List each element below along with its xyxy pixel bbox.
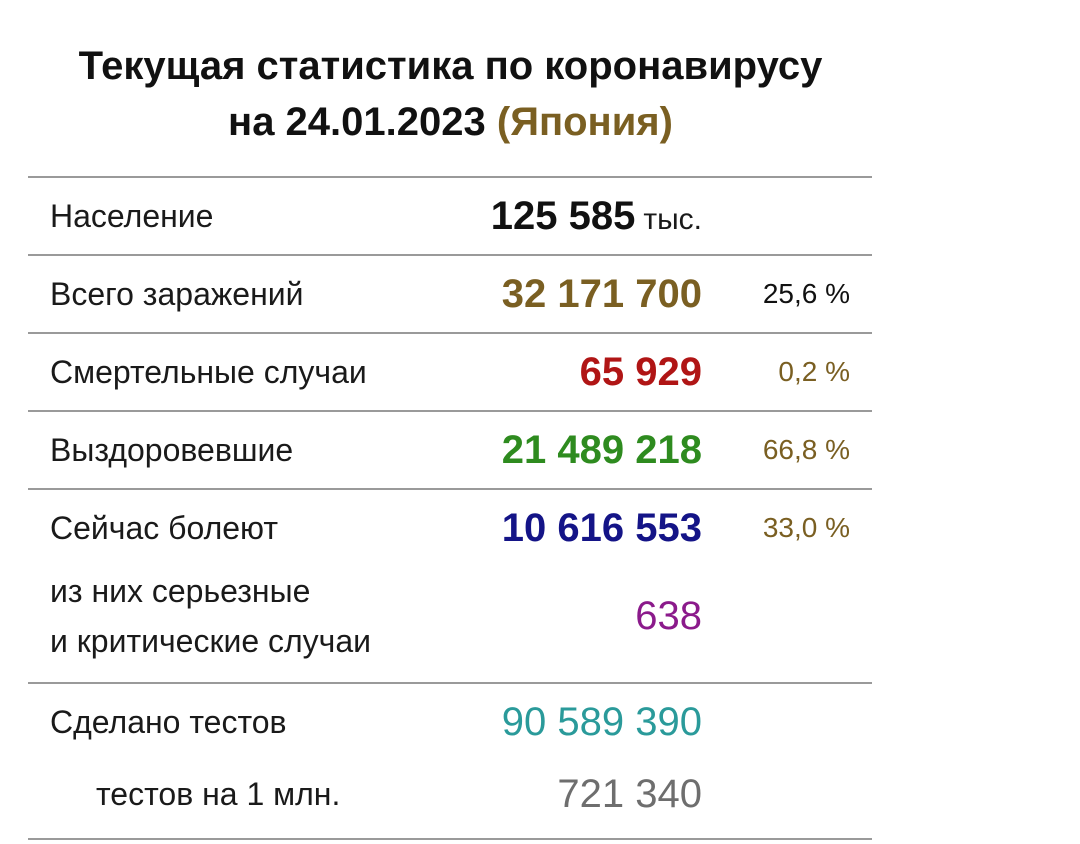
row-tests: Сделано тестов 90 589 390 — [28, 682, 872, 760]
total-cases-label: Всего заражений — [50, 276, 304, 312]
tests-value: 90 589 390 — [501, 700, 702, 744]
critical-label-line-1: из них серьезные — [50, 573, 311, 609]
population-label: Население — [50, 198, 214, 234]
row-total-cases: Всего заражений 32 171 700 25,6 % — [28, 254, 872, 332]
title-line-1: Текущая статистика по коронавирусу — [78, 44, 823, 88]
row-recovered: Выздоровевшие 21 489 218 66,8 % — [28, 410, 872, 488]
tests-per-million-value: 721 340 — [557, 772, 702, 816]
active-value: 10 616 553 — [501, 506, 702, 550]
row-population: Население 125 585 тыс. — [28, 176, 872, 254]
page-title: Текущая статистика по коронавирусу на 24… — [28, 38, 873, 150]
population-number: 125 585 — [490, 194, 636, 238]
total-cases-value: 32 171 700 — [501, 272, 702, 316]
recovered-percent: 66,8 % — [762, 434, 850, 465]
deaths-percent: 0,2 % — [778, 356, 850, 387]
critical-label: из них серьезные и критические случаи — [50, 566, 371, 666]
deaths-value: 65 929 — [579, 350, 702, 394]
critical-label-line-2: и критические случаи — [50, 623, 372, 659]
recovered-value: 21 489 218 — [501, 428, 702, 472]
tests-label: Сделано тестов — [50, 704, 287, 740]
stats-table: Население 125 585 тыс. Всего заражений 32… — [28, 176, 872, 840]
critical-value: 638 — [635, 594, 702, 638]
total-cases-percent: 25,6 % — [762, 278, 850, 309]
row-critical: из них серьезные и критические случаи 638 — [28, 566, 872, 682]
row-tests-per-million: тестов на 1 млн. 721 340 — [28, 760, 872, 840]
title-date: на 24.01.2023 — [228, 100, 486, 144]
title-line-2: на 24.01.2023 (Япония) — [28, 94, 873, 150]
row-active: Сейчас болеют 10 616 553 33,0 % — [28, 488, 872, 566]
active-percent: 33,0 % — [762, 512, 850, 543]
deaths-label: Смертельные случаи — [50, 354, 367, 390]
row-deaths: Смертельные случаи 65 929 0,2 % — [28, 332, 872, 410]
population-unit: тыс. — [643, 203, 702, 236]
population-value: 125 585 тыс. — [491, 194, 702, 239]
active-label: Сейчас болеют — [50, 510, 278, 546]
tests-per-million-label: тестов на 1 млн. — [96, 776, 341, 812]
recovered-label: Выздоровевшие — [50, 432, 294, 468]
title-country: (Япония) — [496, 100, 673, 144]
